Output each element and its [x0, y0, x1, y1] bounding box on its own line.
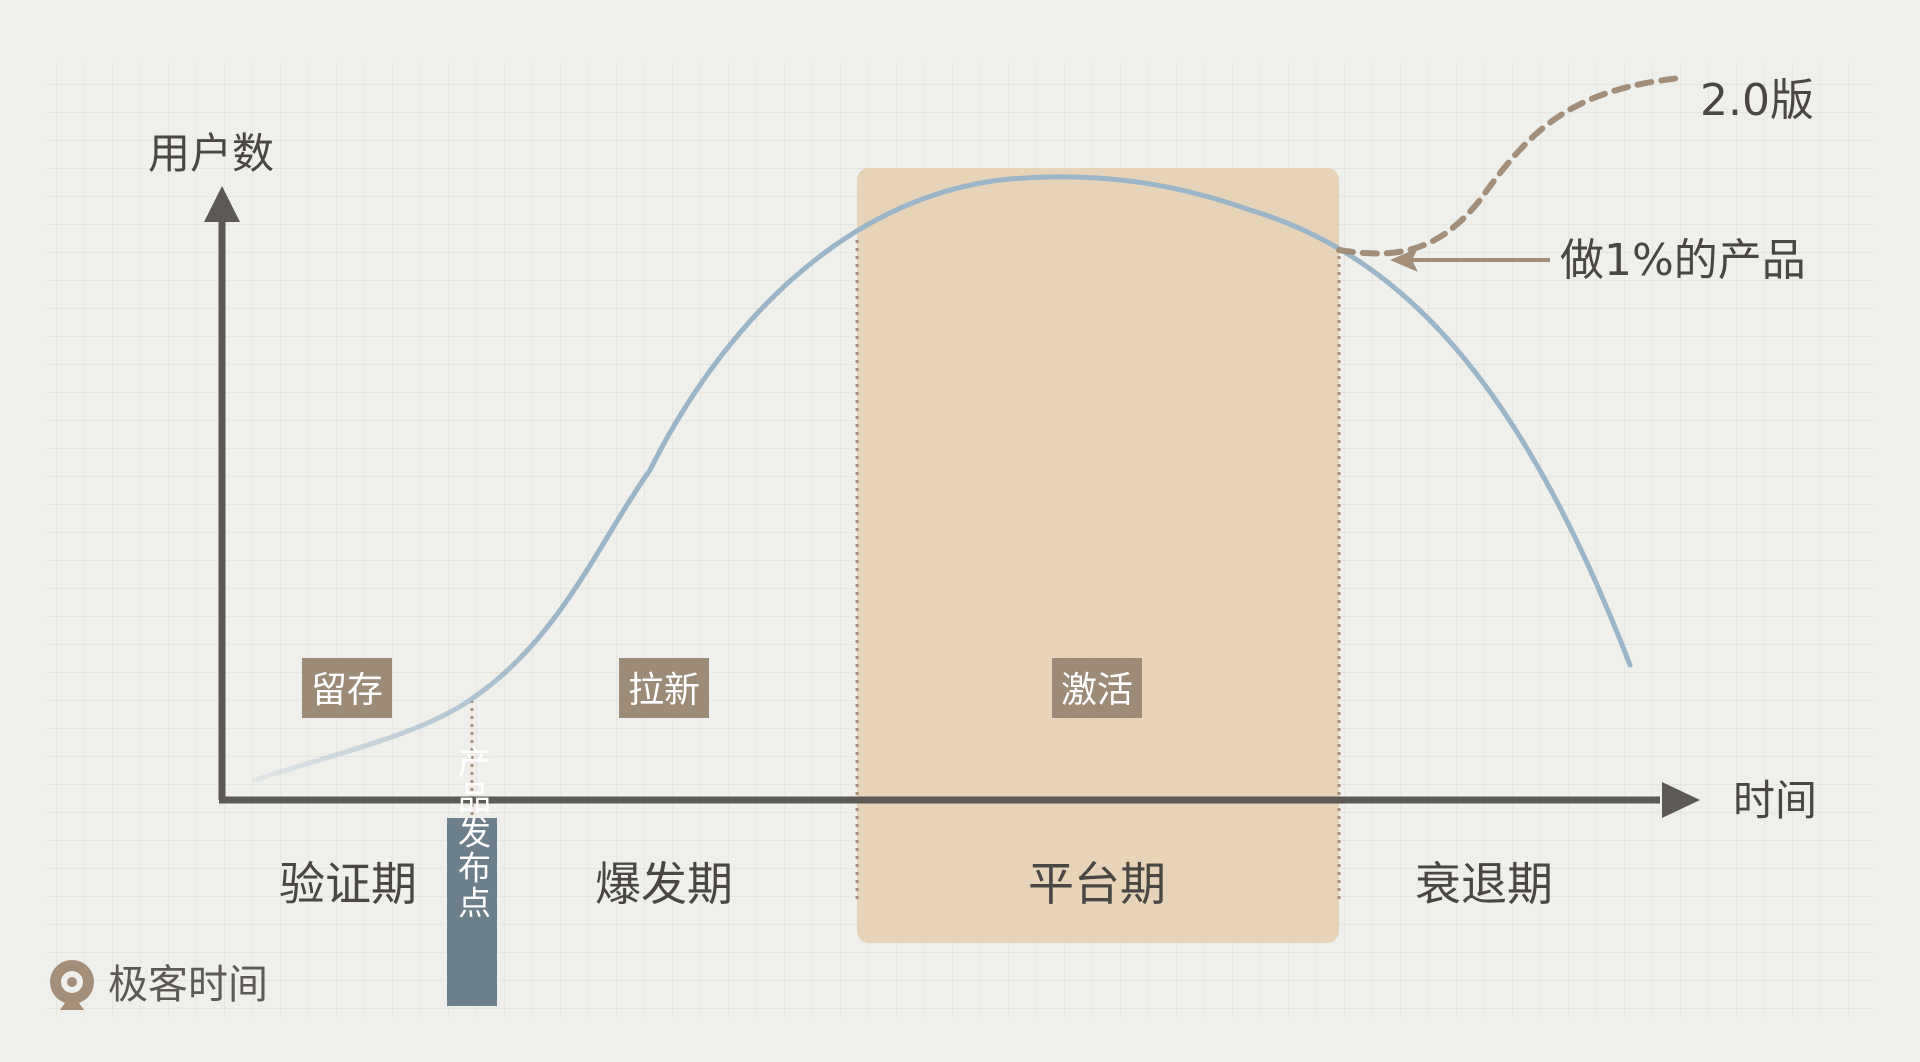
activity-tag-retention: 留存 [302, 658, 392, 718]
stage-label-plateau: 平台期 [1028, 857, 1166, 911]
lifecycle-curve [252, 174, 1633, 783]
x-axis-label: 时间 [1733, 776, 1817, 825]
activity-tag-activation-text: 激活 [1061, 670, 1133, 711]
x-axis-arrowhead [1662, 782, 1700, 818]
activity-tag-activation: 激活 [1052, 658, 1142, 718]
y-axis-arrowhead [204, 186, 240, 222]
y-axis-label: 用户数 [148, 129, 274, 178]
activity-tag-retention-text: 留存 [311, 670, 383, 711]
one-percent-label: 做1%的产品 [1560, 235, 1806, 286]
stage-label-explosion: 爆发期 [595, 857, 733, 911]
activity-tag-acquisition-text: 拉新 [628, 670, 700, 711]
launch-point-tag-bg [447, 818, 497, 1006]
geektime-logo-text: 极客时间 [108, 962, 268, 1008]
activity-tag-acquisition: 拉新 [619, 658, 709, 718]
activity-tag-retention-bg [302, 658, 392, 718]
version-2-label: 2.0版 [1700, 75, 1814, 126]
activity-tag-acquisition-bg [619, 658, 709, 718]
stage-label-validation: 验证期 [279, 857, 417, 911]
plateau-highlight [857, 168, 1339, 943]
launch-point-tag: 产品发布点 [447, 746, 497, 1006]
geektime-logo: 极客时间 [50, 960, 268, 1010]
launch-point-tag-text: 产品发布点 [453, 746, 492, 921]
geektime-logo-icon [50, 960, 94, 1010]
activity-tag-activation-bg [1052, 658, 1142, 718]
version-2-dashed-curve [1336, 75, 1683, 257]
branch-arrow-head [1390, 248, 1418, 272]
stage-label-decline: 衰退期 [1415, 857, 1553, 911]
